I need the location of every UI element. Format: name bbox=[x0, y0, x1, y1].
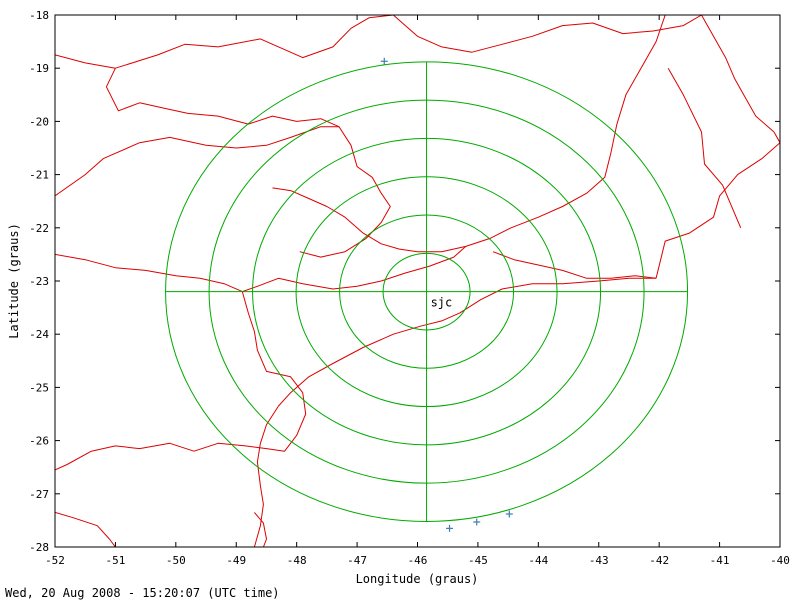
x-tick-label: -40 bbox=[770, 554, 790, 567]
lightning-strikes bbox=[380, 57, 513, 532]
y-tick-label: -23 bbox=[29, 275, 49, 288]
radar-station-label: sjc bbox=[431, 296, 453, 310]
x-tick-label: -48 bbox=[287, 554, 307, 567]
y-tick-label: -18 bbox=[29, 9, 49, 22]
y-tick-label: -26 bbox=[29, 435, 49, 448]
y-tick-label: -25 bbox=[29, 381, 49, 394]
x-tick-label: -46 bbox=[408, 554, 428, 567]
boundary-line-7 bbox=[272, 15, 666, 253]
x-tick-label: -44 bbox=[528, 554, 548, 567]
x-tick-label: -47 bbox=[347, 554, 367, 567]
state-boundaries bbox=[55, 15, 780, 547]
boundary-line-12 bbox=[253, 277, 657, 547]
y-tick-label: -22 bbox=[29, 222, 49, 235]
lightning-strike-3 bbox=[505, 510, 513, 518]
range-rings bbox=[165, 61, 689, 522]
x-tick-label: -50 bbox=[166, 554, 186, 567]
boundary-line-8 bbox=[492, 251, 657, 279]
lightning-strike-2 bbox=[473, 518, 481, 526]
lightning-strike-1 bbox=[446, 524, 454, 532]
x-tick-label: -45 bbox=[468, 554, 488, 567]
y-tick-label: -21 bbox=[29, 169, 49, 182]
x-axis-title: Longitude (graus) bbox=[356, 572, 479, 586]
boundary-line-4 bbox=[55, 511, 116, 547]
y-axis-title: Latitude (graus) bbox=[7, 223, 21, 339]
x-tick-label: -52 bbox=[45, 554, 65, 567]
lightning-strike-0 bbox=[380, 57, 388, 65]
y-tick-label: -28 bbox=[29, 541, 49, 554]
y-tick-label: -27 bbox=[29, 488, 49, 501]
y-tick-label: -19 bbox=[29, 62, 49, 75]
boundary-line-11 bbox=[667, 67, 742, 228]
boundary-line-3 bbox=[55, 253, 307, 471]
boundary-line-5 bbox=[392, 15, 702, 53]
y-tick-label: -24 bbox=[29, 328, 49, 341]
footer-timestamp: Wed, 20 Aug 2008 - 15:20:07 (UTC time) bbox=[5, 586, 280, 600]
x-tick-label: -51 bbox=[105, 554, 125, 567]
boundary-line-6 bbox=[701, 15, 780, 143]
x-tick-label: -42 bbox=[649, 554, 669, 567]
boundary-line-9 bbox=[242, 246, 467, 293]
y-tick-label: -20 bbox=[29, 115, 49, 128]
x-tick-label: -43 bbox=[589, 554, 609, 567]
boundary-line-10 bbox=[655, 142, 780, 279]
x-tick-label: -41 bbox=[710, 554, 730, 567]
boundary-line-13 bbox=[254, 512, 267, 547]
axis-ticks: -52 -51 -50 -49 -48 -47 -46 -45 -44 -43 -42 -41 -40 -… bbox=[29, 9, 790, 567]
boundary-line-0 bbox=[55, 15, 394, 69]
x-tick-label: -49 bbox=[226, 554, 246, 567]
boundary-line-2 bbox=[55, 126, 339, 197]
map-area bbox=[55, 15, 780, 547]
